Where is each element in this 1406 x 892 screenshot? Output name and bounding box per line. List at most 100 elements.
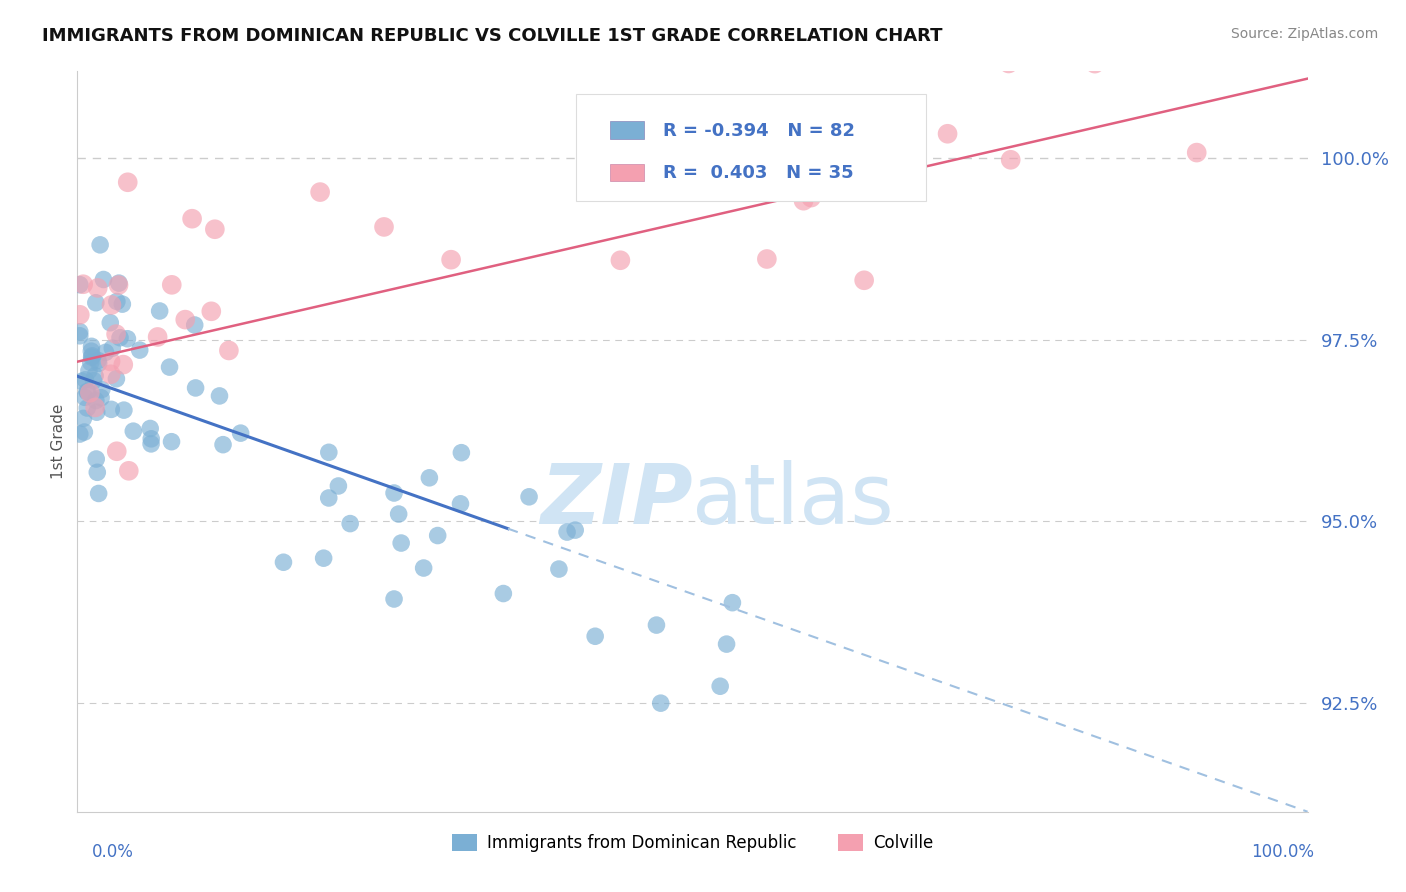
Point — [105, 327, 128, 342]
Point — [174, 312, 197, 326]
Point — [755, 252, 778, 266]
Text: 100.0%: 100.0% — [1251, 843, 1315, 861]
Point — [77, 364, 100, 378]
Point — [212, 437, 235, 451]
Point — [72, 277, 94, 292]
Point — [108, 331, 131, 345]
Point — [76, 384, 98, 399]
Point — [160, 277, 183, 292]
Point — [87, 486, 110, 500]
Point — [100, 298, 122, 312]
Point — [139, 421, 162, 435]
Point — [309, 185, 332, 199]
Point — [204, 222, 226, 236]
Point — [76, 401, 98, 415]
Point — [149, 304, 172, 318]
Point — [80, 344, 103, 359]
Text: IMMIGRANTS FROM DOMINICAN REPUBLIC VS COLVILLE 1ST GRADE CORRELATION CHART: IMMIGRANTS FROM DOMINICAN REPUBLIC VS CO… — [42, 27, 942, 45]
Point — [1000, 153, 1022, 167]
Point — [373, 219, 395, 234]
Point — [200, 304, 222, 318]
Point — [84, 401, 107, 415]
Point — [117, 332, 139, 346]
Point — [160, 434, 183, 449]
Point — [128, 343, 150, 357]
Point — [218, 343, 240, 358]
Point — [159, 360, 181, 375]
Point — [517, 490, 540, 504]
Point — [645, 618, 668, 632]
Point — [105, 372, 128, 386]
Point — [75, 373, 97, 387]
Point — [312, 551, 335, 566]
Point — [86, 466, 108, 480]
Point — [564, 523, 586, 537]
Point — [492, 586, 515, 600]
Point — [84, 452, 107, 467]
Point — [100, 368, 122, 382]
Point — [73, 390, 96, 404]
Point — [208, 389, 231, 403]
Y-axis label: 1st Grade: 1st Grade — [51, 404, 66, 479]
Point — [87, 353, 110, 368]
Point — [69, 277, 91, 292]
Point — [382, 486, 405, 500]
Point — [418, 471, 440, 485]
Point — [412, 561, 434, 575]
Point — [650, 696, 672, 710]
Point — [440, 252, 463, 267]
Point — [184, 381, 207, 395]
Point — [107, 278, 129, 293]
Point — [70, 374, 93, 388]
Point — [111, 297, 134, 311]
Point — [328, 479, 350, 493]
Point — [721, 596, 744, 610]
FancyBboxPatch shape — [610, 121, 644, 139]
Point — [112, 358, 135, 372]
Point — [69, 325, 91, 339]
Point — [108, 276, 131, 290]
Text: atlas: atlas — [693, 460, 894, 541]
Point — [853, 273, 876, 287]
Text: ZIP: ZIP — [540, 460, 693, 541]
Point — [793, 194, 815, 208]
Point — [84, 393, 107, 408]
Point — [84, 368, 107, 383]
Point — [273, 555, 295, 569]
Point — [80, 355, 103, 369]
Point — [79, 385, 101, 400]
Point — [936, 127, 959, 141]
Point — [997, 56, 1019, 70]
Point — [388, 507, 411, 521]
Point — [105, 444, 128, 458]
Point — [548, 562, 571, 576]
Point — [1185, 145, 1208, 160]
Point — [716, 637, 738, 651]
Point — [450, 497, 472, 511]
Point — [122, 424, 145, 438]
Point — [583, 629, 606, 643]
Point — [72, 411, 94, 425]
Point — [98, 316, 121, 330]
Text: R = -0.394   N = 82: R = -0.394 N = 82 — [664, 121, 855, 139]
Point — [318, 491, 340, 505]
Point — [591, 181, 613, 195]
Point — [426, 528, 449, 542]
Text: 0.0%: 0.0% — [91, 843, 134, 861]
Point — [90, 391, 112, 405]
Point — [80, 350, 103, 364]
FancyBboxPatch shape — [575, 94, 927, 201]
Point — [100, 402, 122, 417]
Point — [80, 349, 103, 363]
Point — [318, 445, 340, 459]
Point — [76, 384, 98, 399]
Point — [450, 445, 472, 459]
Point — [382, 592, 405, 607]
Point — [87, 356, 110, 370]
Point — [80, 339, 103, 353]
Point — [112, 403, 135, 417]
Point — [94, 345, 117, 359]
Point — [609, 253, 631, 268]
Point — [118, 464, 141, 478]
Text: Source: ZipAtlas.com: Source: ZipAtlas.com — [1230, 27, 1378, 41]
